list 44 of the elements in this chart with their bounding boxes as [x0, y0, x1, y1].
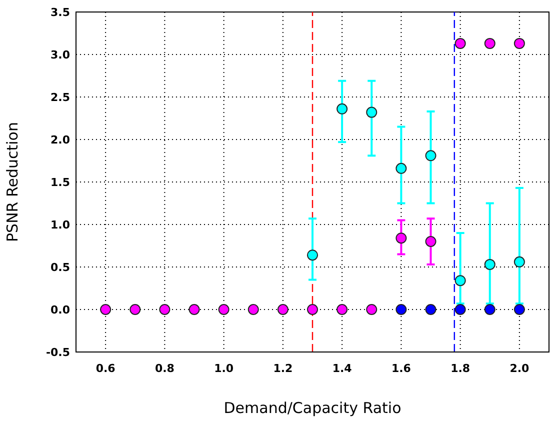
x-tick-label: 1.6: [391, 362, 412, 375]
x-tick-label: 1.0: [214, 362, 234, 375]
y-tick-label: 0.0: [50, 303, 70, 316]
point: [425, 304, 436, 315]
point: [366, 106, 378, 118]
point: [454, 275, 466, 286]
x-tick-label: 1.2: [273, 362, 293, 375]
point: [425, 236, 436, 247]
point: [396, 304, 407, 315]
y-tick-label: 0.5: [50, 260, 70, 274]
point: [130, 304, 141, 315]
point: [277, 304, 288, 315]
point: [396, 162, 407, 174]
x-tick-label: 0.6: [96, 362, 116, 375]
point: [336, 304, 348, 315]
y-tick-label: 2.5: [50, 90, 70, 104]
point: [484, 38, 496, 49]
point: [307, 304, 318, 315]
y-tick-label: 1.0: [50, 218, 70, 232]
y-tick-label: 2.0: [50, 133, 70, 146]
point: [248, 304, 259, 315]
y-tick-label: 3.5: [50, 6, 70, 19]
x-tick-label: 1.4: [332, 362, 352, 375]
y-tick-label: -0.5: [46, 346, 70, 359]
point: [336, 103, 348, 114]
x-axis-title: Demand/Capacity Ratio: [224, 399, 402, 417]
point: [484, 258, 496, 270]
x-tick-label: 0.8: [154, 362, 174, 375]
point: [514, 38, 525, 49]
point: [100, 304, 112, 315]
y-axis-title: PSNR Reduction: [3, 122, 22, 242]
point: [425, 150, 436, 162]
point: [396, 232, 407, 244]
point: [218, 304, 230, 315]
x-tick-label: 1.8: [450, 362, 470, 375]
y-tick-label: 3.0: [50, 48, 70, 62]
x-tick-label: 2.0: [510, 362, 530, 375]
point: [188, 304, 200, 315]
point: [514, 256, 525, 268]
point: [366, 304, 378, 315]
point: [159, 304, 170, 315]
point: [454, 38, 466, 49]
y-tick-label: 1.5: [50, 176, 70, 189]
point: [307, 250, 318, 261]
